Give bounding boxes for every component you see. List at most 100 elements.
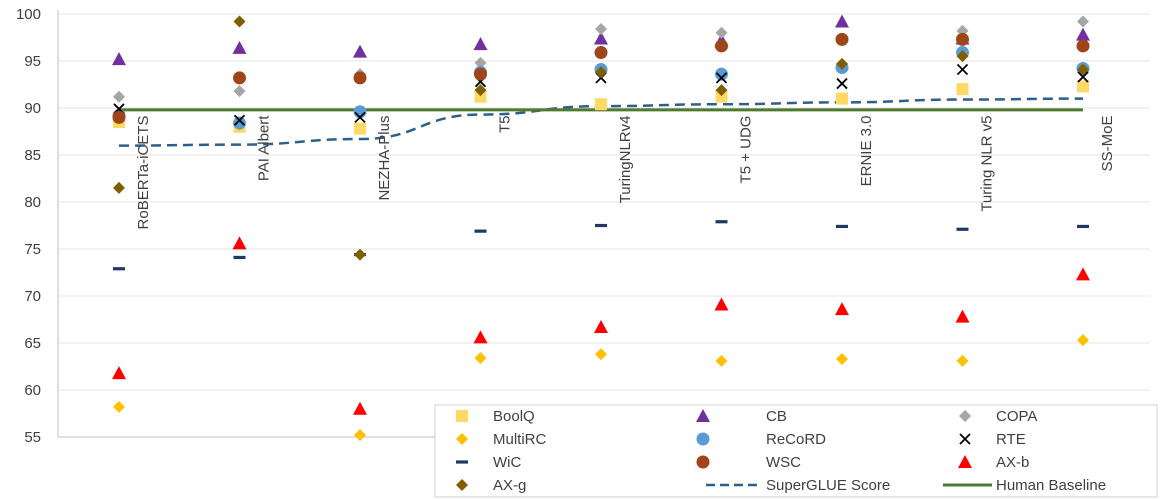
point-cb-2 [232,40,247,54]
legend-label-rte: RTE [996,431,1026,448]
point-multirc-8 [956,354,969,367]
legend-label-cb: CB [766,408,787,425]
point-ax-g-8 [956,50,969,63]
point-cb-4 [473,37,488,51]
point-wsc-7 [835,32,849,46]
point-wic-6 [715,220,728,224]
legend-item-ax-g: AX-g [456,477,526,494]
series-copa [113,15,1089,103]
point-rte-3 [354,111,366,124]
legend-label-ax-g: AX-g [493,477,526,494]
point-boolq-5 [595,98,607,111]
legend-label-superglue-score: SuperGLUE Score [766,477,890,494]
series-rte [113,63,1089,126]
point-multirc-7 [836,352,848,365]
legend-swatch-multirc [456,433,468,445]
y-tick-label-75: 75 [24,241,41,258]
category-label-nezha-plus: NEZHA-Plus [376,116,393,201]
legend-label-human-baseline: Human Baseline [996,477,1106,494]
legend-swatch-boolq [456,410,468,422]
legend-swatch-record [696,432,710,446]
point-ax-b-2 [232,236,247,250]
y-axis: 55 60 65 70 75 80 85 90 95 100 [16,6,1150,446]
point-ax-b-4 [473,330,488,344]
category-label-turing-nlr-v5: Turing NLR v5 [979,116,996,212]
point-ax-g-2 [233,15,246,28]
point-copa-5 [595,23,607,36]
y-tick-label-100: 100 [16,6,41,23]
point-copa-1 [113,90,125,103]
legend-label-multirc: MultiRC [493,431,547,448]
legend-label-ax-b: AX-b [996,454,1029,471]
point-multirc-4 [474,352,487,365]
point-wic-9 [1077,224,1089,229]
point-ax-b-1 [112,366,126,380]
point-ax-g-3 [354,248,366,261]
point-wsc-3 [353,71,367,85]
y-tick-label-90: 90 [24,100,41,117]
legend-item-ax-b: AX-b [958,454,1029,471]
point-ax-g-1 [113,181,125,194]
point-ax-b-8 [955,309,970,323]
category-label-t5-udg: T5 + UDG [738,116,755,184]
point-ax-b-6 [714,297,729,311]
series-points [112,14,1090,442]
legend-item-rte: RTE [959,431,1026,448]
point-multirc-5 [595,348,607,361]
point-ax-b-7 [835,302,849,316]
point-wsc-9 [1076,39,1090,53]
point-multirc-9 [1077,334,1089,347]
point-ax-b-5 [594,320,608,334]
y-tick-label-85: 85 [24,147,41,164]
legend-item-record: ReCoRD [696,431,826,448]
category-labels: RoBERTa-iCETS PAI Albert NEZHA-Plus T5 Turin… [135,115,1116,230]
legend-label-wic: WiC [493,454,521,471]
point-boolq-7 [836,92,848,105]
point-rte-9 [1077,71,1089,83]
point-wsc-5 [594,46,608,60]
legend-label-copa: COPA [996,408,1037,425]
point-wsc-1 [112,110,126,124]
category-label-ernie-3-0: ERNIE 3.0 [858,116,875,187]
category-label-t5: T5 [497,116,514,134]
point-rte-6 [715,72,728,84]
point-wic-8 [956,227,969,231]
legend-swatch-ax-g [456,479,468,491]
series-wic [113,220,1089,271]
point-rte-2 [233,114,246,126]
point-ax-g-6 [715,84,728,97]
category-label-ss-moe: SS-MoE [1099,116,1116,172]
series-ax-b [112,236,1090,415]
legend-item-superglue-score: SuperGLUE Score [706,477,890,494]
legend-item-boolq: BoolQ [456,408,535,425]
point-wic-7 [836,224,848,229]
point-copa-6 [715,26,728,39]
legend-swatch-ax-b [958,455,972,468]
point-copa-9 [1077,15,1089,28]
point-boolq-8 [956,83,969,96]
point-ax-g-5 [595,66,607,79]
legend-label-boolq: BoolQ [493,408,535,425]
point-copa-2 [233,85,246,98]
legend-item-wsc: WSC [696,454,801,471]
legend-item-multirc: MultiRC [456,431,547,448]
legend-box [434,404,1158,498]
point-multirc-3 [354,429,366,442]
legend-label-wsc: WSC [766,454,801,471]
y-tick-label-80: 80 [24,194,41,211]
point-ax-g-7 [836,57,848,70]
point-boolq-6 [715,90,728,103]
point-wsc-8 [956,32,969,46]
legend-swatch-copa [959,410,971,422]
category-label-pai-albert: PAI Albert [256,115,273,181]
y-tick-label-60: 60 [24,382,41,399]
point-wic-2 [233,255,246,260]
point-wic-1 [113,267,125,271]
point-wsc-4 [474,67,487,81]
y-tick-label-95: 95 [24,53,41,70]
legend-item-wic: WiC [456,454,521,471]
point-cb-1 [112,52,126,66]
y-tick-label-65: 65 [24,335,41,352]
legend-item-cb: CB [696,408,787,425]
